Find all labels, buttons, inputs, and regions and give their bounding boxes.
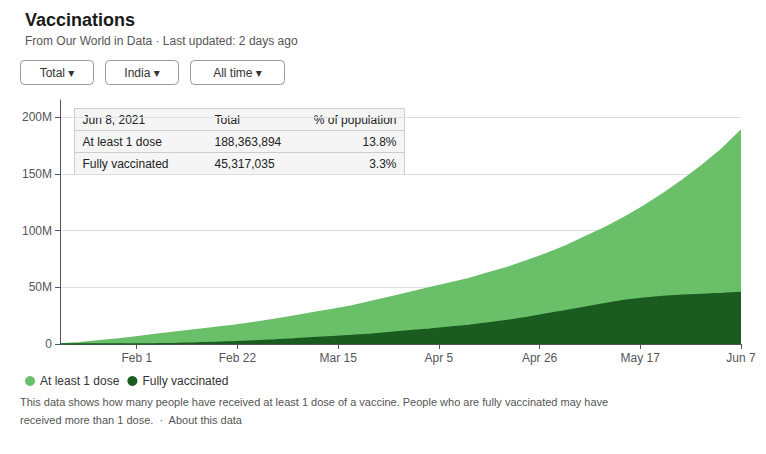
svg-text:50M: 50M	[29, 280, 52, 294]
svg-text:Fully vaccinated: Fully vaccinated	[83, 157, 169, 171]
svg-text:May 17: May 17	[621, 351, 661, 365]
svg-text:At least 1 dose: At least 1 dose	[83, 135, 163, 149]
svg-text:Jun 7: Jun 7	[726, 351, 756, 365]
svg-text:All time ▾: All time ▾	[213, 66, 262, 80]
svg-text:100M: 100M	[22, 224, 52, 238]
svg-text:150M: 150M	[22, 167, 52, 181]
svg-text:Mar 15: Mar 15	[319, 351, 357, 365]
svg-text:200M: 200M	[22, 110, 52, 124]
svg-text:Total: Total	[215, 113, 240, 127]
svg-text:13.8%: 13.8%	[362, 135, 396, 149]
svg-text:Apr 5: Apr 5	[425, 351, 454, 365]
svg-text:Total ▾: Total ▾	[40, 66, 75, 80]
svg-text:Vaccinations: Vaccinations	[25, 10, 135, 30]
svg-text:Apr 26: Apr 26	[522, 351, 558, 365]
svg-text:45,317,035: 45,317,035	[215, 157, 275, 171]
svg-text:Fully vaccinated: Fully vaccinated	[142, 374, 228, 388]
svg-text:188,363,894: 188,363,894	[215, 135, 282, 149]
svg-text:At least 1 dose: At least 1 dose	[40, 374, 120, 388]
svg-text:Feb 22: Feb 22	[219, 351, 257, 365]
svg-text:3.3%: 3.3%	[369, 157, 397, 171]
svg-text:From Our World in Data · Last: From Our World in Data · Last updated: 2…	[25, 34, 298, 48]
svg-text:received more than 1 dose. ·: received more than 1 dose. · About this …	[20, 414, 243, 426]
svg-text:0: 0	[45, 337, 52, 351]
svg-text:% of population: % of population	[314, 113, 397, 127]
svg-text:Feb 1: Feb 1	[121, 351, 152, 365]
svg-text:Jun 8, 2021: Jun 8, 2021	[83, 113, 146, 127]
svg-text:India ▾: India ▾	[124, 66, 159, 80]
svg-text:This data shows how many peopl: This data shows how many people have rec…	[20, 396, 608, 408]
